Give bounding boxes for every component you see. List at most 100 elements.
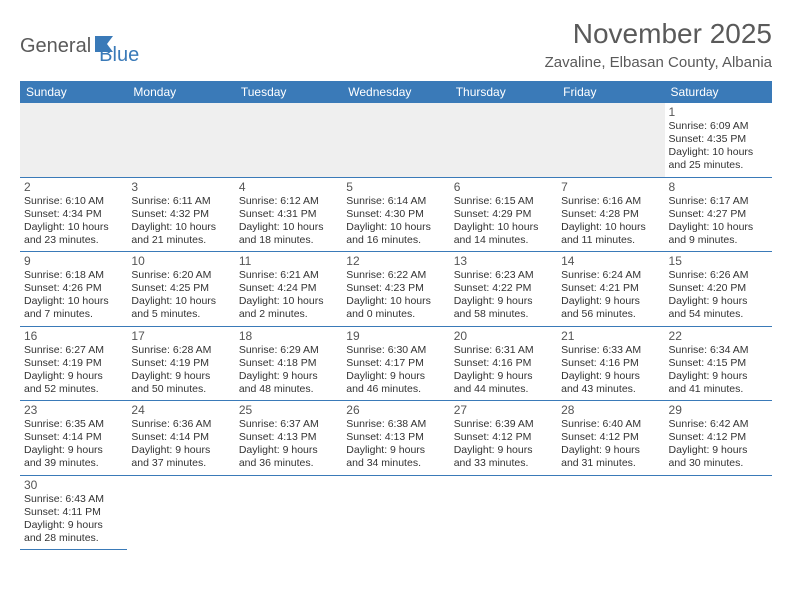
calendar-week-row: 23Sunrise: 6:35 AMSunset: 4:14 PMDayligh… (20, 401, 772, 476)
cell-daylight1: Daylight: 9 hours (454, 370, 553, 383)
cell-sunrise: Sunrise: 6:12 AM (239, 195, 338, 208)
day-number: 13 (454, 254, 553, 268)
calendar-week-row: 9Sunrise: 6:18 AMSunset: 4:26 PMDaylight… (20, 252, 772, 327)
cell-sunrise: Sunrise: 6:28 AM (131, 344, 230, 357)
header: General Blue November 2025 Zavaline, Elb… (20, 18, 772, 71)
calendar-body: 1Sunrise: 6:09 AMSunset: 4:35 PMDaylight… (20, 103, 772, 550)
day-header: Friday (557, 81, 664, 103)
day-number: 23 (24, 403, 123, 417)
cell-sunrise: Sunrise: 6:21 AM (239, 269, 338, 282)
calendar-cell (127, 475, 234, 550)
cell-daylight2: and 46 minutes. (346, 383, 445, 396)
day-number: 14 (561, 254, 660, 268)
calendar-cell (450, 475, 557, 550)
cell-sunrise: Sunrise: 6:36 AM (131, 418, 230, 431)
cell-sunset: Sunset: 4:24 PM (239, 282, 338, 295)
day-number: 27 (454, 403, 553, 417)
calendar-cell: 27Sunrise: 6:39 AMSunset: 4:12 PMDayligh… (450, 401, 557, 476)
cell-sunset: Sunset: 4:12 PM (669, 431, 768, 444)
calendar-cell: 18Sunrise: 6:29 AMSunset: 4:18 PMDayligh… (235, 326, 342, 401)
day-number: 28 (561, 403, 660, 417)
calendar-cell: 4Sunrise: 6:12 AMSunset: 4:31 PMDaylight… (235, 177, 342, 252)
cell-daylight2: and 14 minutes. (454, 234, 553, 247)
cell-daylight1: Daylight: 9 hours (24, 370, 123, 383)
day-number: 15 (669, 254, 768, 268)
day-header: Tuesday (235, 81, 342, 103)
cell-sunset: Sunset: 4:28 PM (561, 208, 660, 221)
cell-sunset: Sunset: 4:19 PM (24, 357, 123, 370)
cell-sunset: Sunset: 4:16 PM (454, 357, 553, 370)
day-number: 19 (346, 329, 445, 343)
cell-daylight1: Daylight: 10 hours (454, 221, 553, 234)
title-block: November 2025 Zavaline, Elbasan County, … (545, 18, 772, 71)
cell-sunrise: Sunrise: 6:10 AM (24, 195, 123, 208)
cell-sunset: Sunset: 4:15 PM (669, 357, 768, 370)
day-number: 2 (24, 180, 123, 194)
day-number: 9 (24, 254, 123, 268)
cell-daylight1: Daylight: 9 hours (346, 444, 445, 457)
cell-daylight1: Daylight: 9 hours (561, 370, 660, 383)
calendar-week-row: 1Sunrise: 6:09 AMSunset: 4:35 PMDaylight… (20, 103, 772, 177)
calendar-cell (20, 103, 127, 177)
cell-sunset: Sunset: 4:32 PM (131, 208, 230, 221)
day-header: Thursday (450, 81, 557, 103)
cell-daylight2: and 28 minutes. (24, 532, 123, 545)
calendar-cell: 11Sunrise: 6:21 AMSunset: 4:24 PMDayligh… (235, 252, 342, 327)
cell-daylight1: Daylight: 9 hours (24, 444, 123, 457)
calendar-cell: 24Sunrise: 6:36 AMSunset: 4:14 PMDayligh… (127, 401, 234, 476)
cell-sunset: Sunset: 4:30 PM (346, 208, 445, 221)
calendar-cell (557, 103, 664, 177)
calendar-cell: 10Sunrise: 6:20 AMSunset: 4:25 PMDayligh… (127, 252, 234, 327)
day-number: 3 (131, 180, 230, 194)
calendar-cell: 22Sunrise: 6:34 AMSunset: 4:15 PMDayligh… (665, 326, 772, 401)
calendar-cell: 30Sunrise: 6:43 AMSunset: 4:11 PMDayligh… (20, 475, 127, 550)
day-number: 16 (24, 329, 123, 343)
day-number: 22 (669, 329, 768, 343)
day-number: 18 (239, 329, 338, 343)
calendar-cell: 8Sunrise: 6:17 AMSunset: 4:27 PMDaylight… (665, 177, 772, 252)
cell-sunset: Sunset: 4:25 PM (131, 282, 230, 295)
day-header: Saturday (665, 81, 772, 103)
calendar-week-row: 2Sunrise: 6:10 AMSunset: 4:34 PM Daylight… (20, 177, 772, 252)
cell-sunrise: Sunrise: 6:16 AM (561, 195, 660, 208)
cell-daylight1: Daylight: 9 hours (561, 295, 660, 308)
calendar-cell: 23Sunrise: 6:35 AMSunset: 4:14 PMDayligh… (20, 401, 127, 476)
cell-sunrise: Sunrise: 6:27 AM (24, 344, 123, 357)
day-number: 7 (561, 180, 660, 194)
cell-daylight1: Daylight: 9 hours (454, 444, 553, 457)
cell-daylight2: and 31 minutes. (561, 457, 660, 470)
cell-sunrise: Sunrise: 6:31 AM (454, 344, 553, 357)
cell-daylight1: Daylight: 9 hours (239, 444, 338, 457)
calendar-cell (342, 475, 449, 550)
cell-sunset: Sunset: 4:35 PM (669, 133, 768, 146)
calendar-cell: 6Sunrise: 6:15 AMSunset: 4:29 PMDaylight… (450, 177, 557, 252)
cell-sunrise: Sunrise: 6:29 AM (239, 344, 338, 357)
day-number: 1 (669, 105, 768, 119)
cell-daylight2: and 52 minutes. (24, 383, 123, 396)
cell-sunrise: Sunrise: 6:17 AM (669, 195, 768, 208)
cell-daylight1: Daylight: 9 hours (454, 295, 553, 308)
cell-daylight1: Daylight: 10 hours (669, 146, 768, 159)
cell-daylight2: and 11 minutes. (561, 234, 660, 247)
cell-daylight1: Daylight: 9 hours (24, 519, 123, 532)
calendar-header-row: SundayMondayTuesdayWednesdayThursdayFrid… (20, 81, 772, 103)
day-header: Sunday (20, 81, 127, 103)
cell-sunset: Sunset: 4:27 PM (669, 208, 768, 221)
cell-sunrise: Sunrise: 6:24 AM (561, 269, 660, 282)
calendar-cell (557, 475, 664, 550)
cell-sunset: Sunset: 4:34 PM (24, 208, 123, 221)
cell-sunset: Sunset: 4:13 PM (346, 431, 445, 444)
day-header: Wednesday (342, 81, 449, 103)
cell-sunset: Sunset: 4:17 PM (346, 357, 445, 370)
calendar-cell: 26Sunrise: 6:38 AMSunset: 4:13 PMDayligh… (342, 401, 449, 476)
cell-sunrise: Sunrise: 6:18 AM (24, 269, 123, 282)
cell-sunset: Sunset: 4:29 PM (454, 208, 553, 221)
cell-daylight2: and 56 minutes. (561, 308, 660, 321)
calendar-cell: 14Sunrise: 6:24 AMSunset: 4:21 PMDayligh… (557, 252, 664, 327)
calendar-week-row: 16Sunrise: 6:27 AMSunset: 4:19 PMDayligh… (20, 326, 772, 401)
cell-daylight1: Daylight: 10 hours (346, 221, 445, 234)
cell-sunrise: Sunrise: 6:35 AM (24, 418, 123, 431)
day-number: 26 (346, 403, 445, 417)
day-number: 6 (454, 180, 553, 194)
cell-daylight1: Daylight: 10 hours (24, 295, 123, 308)
